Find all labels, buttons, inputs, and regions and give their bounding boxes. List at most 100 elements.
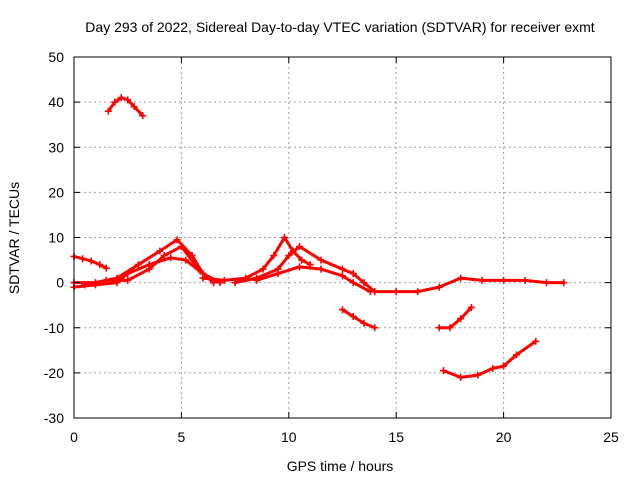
data-point: [457, 373, 465, 381]
x-tick-label: 15: [388, 429, 404, 445]
series-arc-7: [231, 243, 379, 296]
series-arc-1: [104, 94, 147, 120]
data-point: [349, 279, 357, 287]
data-point: [532, 337, 540, 345]
series-line: [83, 245, 216, 287]
data-point: [446, 324, 454, 332]
chart-title: Day 293 of 2022, Sidereal Day-to-day VTE…: [85, 19, 594, 35]
series-line: [341, 308, 377, 330]
series-arc-6: [199, 234, 314, 284]
x-tick-label: 0: [70, 429, 78, 445]
data-point: [139, 112, 147, 120]
series-arc-9: [339, 306, 379, 332]
data-point: [117, 94, 125, 102]
data-point: [104, 107, 112, 115]
data-point: [521, 276, 529, 284]
y-tick-label: 30: [48, 139, 64, 155]
data-point: [489, 364, 497, 372]
data-point: [349, 312, 357, 320]
y-tick-label: 50: [48, 49, 64, 65]
data-point: [177, 243, 185, 251]
series-line: [441, 339, 538, 379]
data-point: [296, 263, 304, 271]
data-point: [259, 265, 267, 273]
series-line: [437, 305, 473, 330]
data-point: [512, 351, 520, 359]
data-point: [339, 306, 346, 314]
series-arc-5: [81, 243, 218, 289]
data-point: [79, 255, 87, 263]
y-tick-label: 40: [48, 94, 64, 110]
data-point: [317, 256, 325, 264]
data-point: [467, 303, 475, 311]
data-point: [102, 276, 110, 284]
x-tick-label: 20: [496, 429, 512, 445]
data-point: [87, 257, 95, 265]
data-point: [435, 283, 443, 291]
data-point: [102, 264, 110, 272]
data-point: [156, 247, 164, 255]
data-point: [253, 276, 261, 284]
data-point: [220, 276, 228, 284]
data-point: [124, 270, 132, 278]
data-point: [360, 319, 368, 327]
data-point: [130, 103, 138, 111]
data-point: [414, 288, 422, 296]
data-point: [270, 252, 278, 260]
data-point: [167, 254, 175, 262]
series-arc-10: [371, 274, 568, 296]
y-tick-label: 10: [48, 230, 64, 246]
data-point: [134, 261, 142, 269]
x-tick-label: 5: [178, 429, 186, 445]
data-point: [457, 274, 465, 282]
data-point: [285, 252, 293, 260]
series-line: [72, 254, 108, 270]
data-point: [439, 367, 447, 375]
series-arc-12: [439, 337, 540, 381]
data-point: [560, 279, 568, 287]
x-tick-label: 10: [281, 429, 297, 445]
data-point: [543, 279, 551, 287]
y-ticks: -30 -20 -10 0 10 20 30 40 50: [44, 49, 611, 426]
data-point: [478, 276, 486, 284]
data-point: [474, 371, 482, 379]
data-point: [182, 256, 190, 264]
data-point: [392, 288, 400, 296]
data-point: [500, 362, 508, 370]
data-point: [500, 276, 508, 284]
data-point: [274, 270, 282, 278]
data-point: [371, 324, 379, 332]
data-point: [281, 234, 289, 241]
y-axis-label: SDTVAR / TECUs: [6, 182, 22, 294]
x-ticks: 0 5 10 15 20 25: [70, 57, 619, 445]
data-point: [160, 252, 168, 260]
series-line: [106, 96, 145, 118]
y-tick-label: -30: [44, 410, 64, 426]
data-point: [173, 236, 181, 244]
data-point: [199, 274, 207, 282]
series-line: [201, 236, 312, 282]
data-point: [124, 276, 132, 284]
series-arc-8: [253, 263, 374, 296]
data-point: [360, 279, 368, 287]
grid: [74, 57, 611, 418]
data-point: [349, 270, 357, 278]
series-line: [233, 245, 377, 294]
series-arc-2: [70, 252, 110, 272]
series-line: [373, 276, 566, 294]
data-point: [457, 315, 465, 323]
x-axis-label: GPS time / hours: [287, 458, 394, 474]
data-point: [296, 243, 304, 251]
y-tick-label: -20: [44, 365, 64, 381]
y-tick-label: 0: [56, 275, 64, 291]
data-point: [195, 265, 203, 273]
data-point: [371, 288, 379, 296]
data-point: [317, 265, 325, 273]
data-point: [231, 279, 239, 287]
data-point: [124, 96, 132, 104]
y-tick-label: 20: [48, 184, 64, 200]
data-point: [339, 272, 346, 280]
series-arc-11: [435, 303, 475, 332]
data-point: [111, 98, 119, 106]
